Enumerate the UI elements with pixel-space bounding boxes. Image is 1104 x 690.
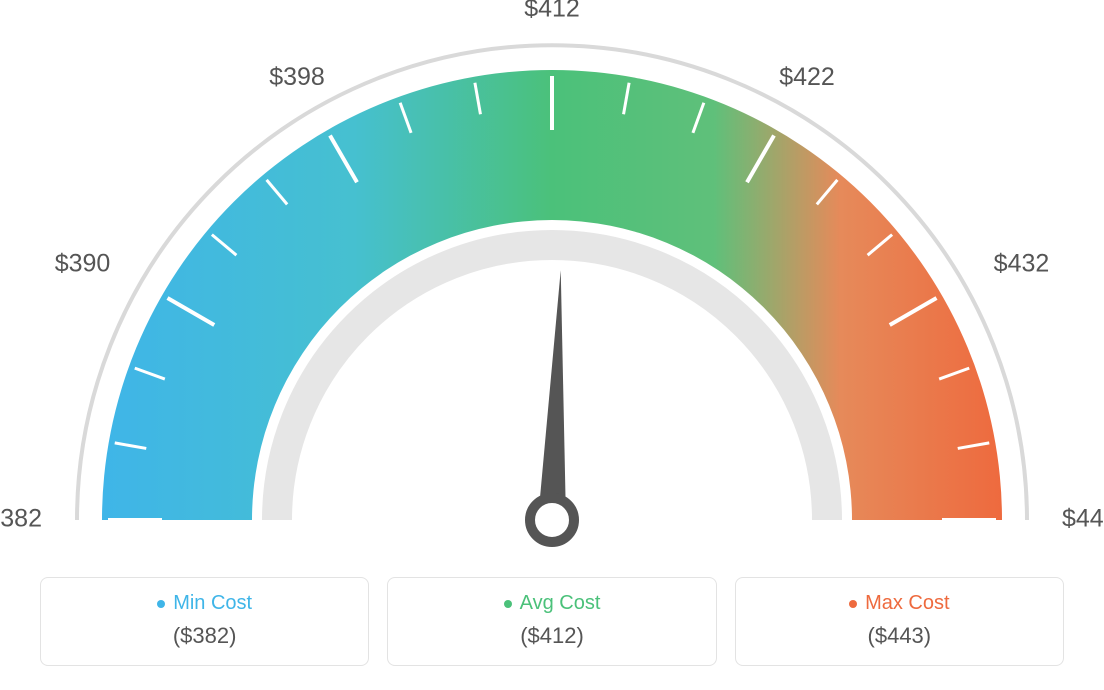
legend-value-max: ($443): [746, 623, 1053, 649]
legend-label-avg: Avg Cost: [520, 592, 601, 615]
gauge-tick-label: $422: [779, 63, 835, 91]
legend-card-avg: Avg Cost ($412): [387, 577, 716, 666]
gauge-svg: $382 $390 $398 $412 $422 $432 $443: [0, 0, 1104, 560]
legend-title-max: Max Cost: [849, 592, 949, 615]
legend-dot-avg: [504, 600, 512, 608]
legend-title-avg: Avg Cost: [504, 592, 601, 615]
legend-dot-min: [157, 600, 165, 608]
gauge-container: $382 $390 $398 $412 $422 $432 $443: [0, 0, 1104, 560]
gauge-tick-label: $443: [1062, 505, 1104, 533]
gauge-tick-label: $390: [55, 250, 111, 278]
legend-label-min: Min Cost: [173, 592, 252, 615]
legend-dot-max: [849, 600, 857, 608]
legend-label-max: Max Cost: [865, 592, 949, 615]
legend-row: Min Cost ($382) Avg Cost ($412) Max Cost…: [0, 577, 1104, 666]
gauge-tick-label: $412: [524, 0, 580, 23]
gauge-tick-label: $432: [994, 250, 1050, 278]
gauge-tick-label: $398: [269, 63, 325, 91]
gauge-tick-label: $382: [0, 505, 42, 533]
legend-card-max: Max Cost ($443): [735, 577, 1064, 666]
legend-value-min: ($382): [51, 623, 358, 649]
legend-value-avg: ($412): [398, 623, 705, 649]
legend-title-min: Min Cost: [157, 592, 252, 615]
legend-card-min: Min Cost ($382): [40, 577, 369, 666]
gauge-needle-hub: [530, 498, 574, 542]
cost-gauge-chart: $382 $390 $398 $412 $422 $432 $443 Min Cost ($…: [0, 0, 1104, 690]
gauge-needle: [538, 270, 566, 520]
